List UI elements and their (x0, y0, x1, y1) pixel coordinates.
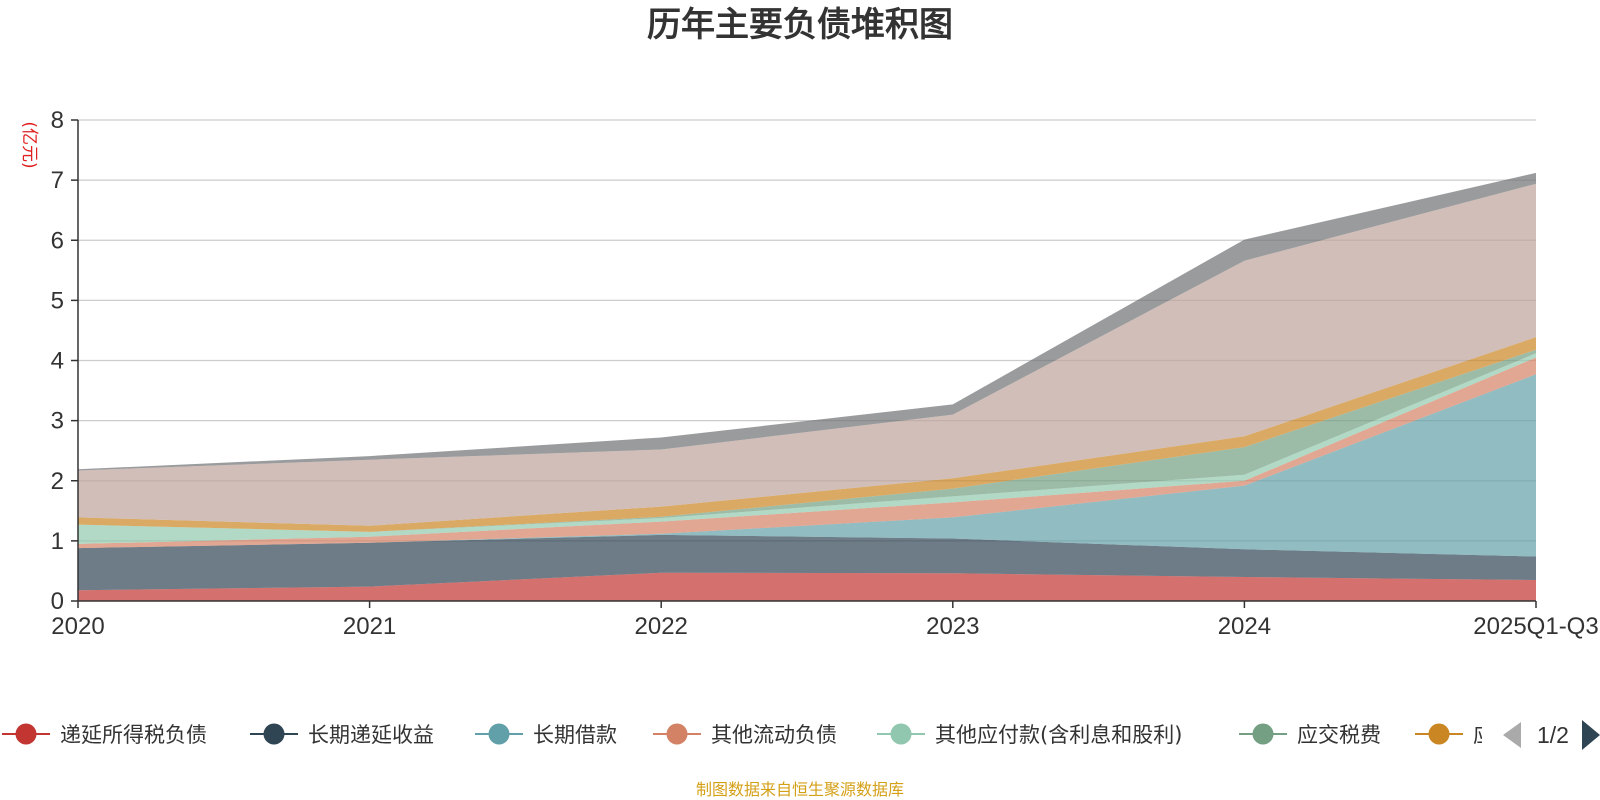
y-tick-label: 4 (51, 348, 64, 375)
x-tick-label: 2024 (1218, 613, 1271, 640)
legend-circle-marker (890, 723, 912, 745)
legend-label: 其他应付款(含利息和股利) (935, 723, 1182, 747)
legend-circle-marker (488, 723, 510, 745)
legend-item[interactable]: 递延所得税负债 (2, 723, 207, 747)
legend-circle-marker (1252, 723, 1274, 745)
area-series-0 (78, 572, 1536, 601)
legend: 递延所得税负债 长期递延收益 长期借款 其他流动负债 其他应付款(含利息和股利) 应交税费… (2, 720, 1600, 750)
legend-label: 长期递延收益 (308, 723, 434, 747)
x-tick-label: 2021 (343, 613, 396, 640)
y-tick-label: 6 (51, 227, 64, 254)
y-tick-label: 8 (51, 107, 64, 134)
legend-circle-marker (666, 723, 688, 745)
y-tick-label: 2 (51, 468, 64, 495)
legend-item[interactable]: 应 (1415, 723, 1494, 747)
legend-label: 递延所得税负债 (60, 723, 207, 747)
x-tick-label: 2022 (635, 613, 688, 640)
legend-prev-page-icon[interactable] (1503, 722, 1521, 748)
x-tick-label: 2023 (926, 613, 979, 640)
legend-circle-marker (1428, 723, 1450, 745)
x-tick-label: 2025Q1-Q3 (1473, 613, 1598, 640)
y-axis-unit-label: (亿元) (19, 121, 39, 168)
legend-item[interactable]: 应交税费 (1239, 723, 1381, 747)
legend-label: 应交税费 (1297, 723, 1381, 747)
legend-item[interactable]: 其他应付款(含利息和股利) (877, 723, 1182, 747)
legend-label: 长期借款 (533, 723, 617, 747)
series-areas (78, 172, 1536, 601)
legend-circle-marker (15, 723, 37, 745)
legend-item[interactable]: 长期递延收益 (250, 723, 434, 747)
y-tick-label: 1 (51, 528, 64, 555)
area-series-6 (78, 337, 1536, 532)
area-series-7 (78, 183, 1536, 526)
y-tick-label: 7 (51, 167, 64, 194)
x-tick-label: 2020 (51, 613, 104, 640)
axes: 0 1 2 3 4 5 6 7 8 2020 2021 2022 2023 2024 2025Q1-Q3 (51, 107, 1599, 640)
legend-label-truncated: 应 (1473, 723, 1494, 747)
legend-next-page-icon[interactable] (1582, 720, 1600, 750)
legend-label: 其他流动负债 (711, 723, 837, 747)
source-note: 制图数据来自恒生聚源数据库 (696, 780, 904, 799)
y-tick-label: 5 (51, 287, 64, 314)
y-tick-label: 0 (51, 588, 64, 615)
y-tick-label: 3 (51, 408, 64, 435)
legend-circle-marker (263, 723, 285, 745)
legend-item[interactable]: 其他流动负债 (653, 723, 837, 747)
area-series-1 (78, 534, 1536, 591)
chart-title: 历年主要负债堆积图 (647, 5, 953, 45)
legend-item[interactable]: 长期借款 (475, 723, 617, 747)
area-series-2 (78, 374, 1536, 557)
legend-page-indicator: 1/2 (1537, 722, 1569, 748)
